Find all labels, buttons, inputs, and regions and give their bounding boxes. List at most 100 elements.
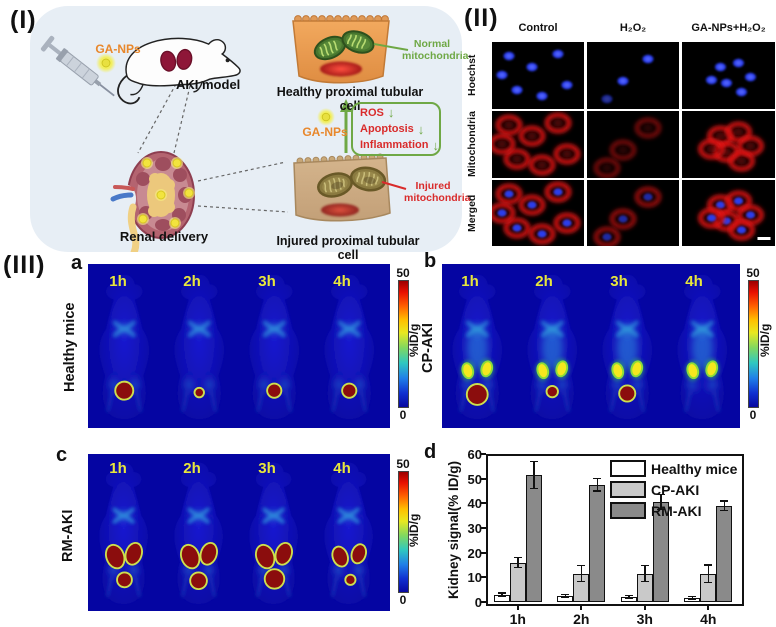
y-tick xyxy=(480,477,486,480)
injured-mitochondria-pointer xyxy=(381,181,407,190)
x-tick-label: 1h xyxy=(509,611,526,627)
error-bar-cap xyxy=(656,508,665,511)
legend-entry: RM-AKI xyxy=(610,502,702,519)
error-bar-cap xyxy=(704,564,713,566)
ga-nps-label: GA-NPs xyxy=(302,125,348,139)
error-bar-cap xyxy=(720,509,729,512)
y-tick-label: 20 xyxy=(467,545,482,561)
micrograph-merged-h2o2 xyxy=(587,180,679,246)
effect-label: ROS xyxy=(360,106,384,119)
chart-bar xyxy=(509,562,526,602)
aki-model-label: AKI model xyxy=(176,77,241,92)
subpanel-a-label: a xyxy=(71,252,83,274)
x-tick xyxy=(516,605,519,610)
legend-swatch xyxy=(610,481,646,498)
error-bar-cap xyxy=(513,566,522,569)
effect-apoptosis: Apoptosis ↓ xyxy=(360,122,439,137)
y-tick xyxy=(480,453,486,455)
group-label-rm-aki: RM-AKI xyxy=(60,509,76,563)
colorbar-min: 0 xyxy=(399,408,407,422)
error-bar-line xyxy=(564,594,566,598)
x-tick-label: 2h xyxy=(573,611,590,627)
micrograph-mito-h2o2 xyxy=(587,111,679,178)
legend-entry: Healthy mice xyxy=(610,460,737,477)
row-label-merged: Merged xyxy=(466,194,478,232)
error-bar-line xyxy=(533,461,535,489)
colorbar-max: 50 xyxy=(746,266,760,280)
ga-np-particle-icon xyxy=(317,108,335,126)
ga-np-particle-icon xyxy=(96,53,116,73)
error-bar-cap xyxy=(640,580,649,583)
y-tick-label: 40 xyxy=(467,496,482,512)
x-tick xyxy=(643,605,646,610)
timepoint-label: 2h xyxy=(183,273,201,290)
column-header-h2o2: H₂O₂ xyxy=(619,22,647,34)
chart-bar xyxy=(589,484,606,602)
micrograph-merged-ganps xyxy=(682,180,775,246)
colorbar-min: 0 xyxy=(399,593,407,607)
column-header-ganps-h2o2: GA-NPs+H₂O₂ xyxy=(691,22,766,34)
error-bar-line xyxy=(596,478,598,491)
y-tick xyxy=(480,502,486,505)
error-bar-line xyxy=(707,565,709,583)
colorbar-max: 50 xyxy=(396,457,410,471)
panel-I-label: (I) xyxy=(10,6,37,34)
panel-III-label: (III) xyxy=(3,251,46,279)
healthy-cell-illustration xyxy=(292,15,409,84)
error-bar-cap xyxy=(704,581,713,584)
error-bar-cap xyxy=(577,580,586,583)
error-bar-cap xyxy=(529,487,538,490)
error-bar-cap xyxy=(688,598,697,600)
error-bar-cap xyxy=(688,595,697,598)
colorbar-a: 50 0 xyxy=(392,266,414,422)
timepoint-label: 3h xyxy=(610,273,628,290)
colorbar-c: 50 0 xyxy=(392,457,414,607)
micrograph-mito-control xyxy=(492,111,584,178)
mouse-icon xyxy=(117,37,241,105)
y-tick xyxy=(480,527,486,529)
error-bar-cap xyxy=(656,493,665,496)
y-tick-label: 50 xyxy=(467,471,482,487)
micrograph-hoechst-ganps xyxy=(682,42,775,109)
effect-ros: ROS ↓ xyxy=(360,105,439,120)
timepoint-label: 2h xyxy=(535,273,553,290)
x-tick xyxy=(707,605,710,610)
error-bar-line xyxy=(644,565,646,582)
renal-artery-icon xyxy=(113,185,135,191)
micrograph-mito-ganps xyxy=(682,111,775,178)
error-bar-line xyxy=(723,500,725,511)
micrograph-hoechst-control xyxy=(492,42,584,109)
nirf-image-healthy-mice: 1h 2h 3h 4h xyxy=(88,264,390,428)
therapeutic-effects-box: ROS ↓ Apoptosis ↓ Inflammation ↓ xyxy=(351,102,441,156)
ga-nps-label: GA-NPs xyxy=(95,42,141,56)
ga-np-dots-in-kidney xyxy=(137,157,195,229)
timepoint-label: 1h xyxy=(109,273,127,290)
mouse-kidneys-icon xyxy=(160,48,193,72)
column-header-control: Control xyxy=(518,22,558,34)
down-arrow-icon: ↓ xyxy=(417,121,425,137)
y-tick-label: 30 xyxy=(467,521,482,536)
error-bar-line xyxy=(660,494,662,510)
x-tick-label: 3h xyxy=(636,611,653,627)
timepoint-label: 4h xyxy=(333,460,351,477)
error-bar-line xyxy=(501,593,503,597)
colorbar-gradient xyxy=(747,280,759,408)
colorbar-unit: %ID/g xyxy=(758,323,772,357)
y-tick xyxy=(480,576,486,579)
error-bar-cap xyxy=(640,564,649,567)
y-tick-label: 60 xyxy=(467,447,482,462)
error-bar-line xyxy=(580,565,582,582)
ureter-icon xyxy=(127,203,140,252)
legend-label: Healthy mice xyxy=(651,460,738,477)
normal-mitochondria-pointer xyxy=(373,43,409,51)
panel-I-artwork xyxy=(40,15,409,252)
error-bar-cap xyxy=(577,564,586,567)
dashed-connector-lines xyxy=(137,83,289,213)
chart-bar xyxy=(525,474,542,602)
timepoint-label: 3h xyxy=(258,460,276,477)
subpanel-c-label: c xyxy=(56,444,68,466)
row-label-mitochondria: Mitochondria xyxy=(466,111,478,178)
error-bar-cap xyxy=(529,460,538,463)
error-bar-line xyxy=(691,596,693,599)
